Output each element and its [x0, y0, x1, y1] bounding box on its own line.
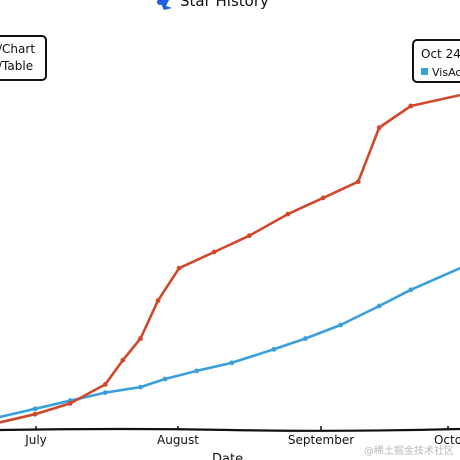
legend-left-entry-1: /Chart — [0, 42, 35, 56]
hover-tooltip: Oct 24, VisAc — [412, 39, 460, 83]
series-point-1[interactable] — [408, 103, 414, 109]
series-point-0[interactable] — [338, 322, 343, 328]
series-point-1[interactable] — [355, 179, 361, 185]
series-point-1[interactable] — [176, 265, 182, 271]
series-layer — [0, 93, 460, 424]
series-line-0 — [0, 266, 460, 419]
series-point-1[interactable] — [32, 411, 38, 417]
x-axis-label: Date — [212, 452, 243, 460]
series-point-1[interactable] — [246, 233, 252, 239]
legend-left-entry-2: /Table — [0, 59, 33, 73]
chart-title: Star History — [157, 0, 269, 10]
series-point-1[interactable] — [67, 401, 73, 406]
series-point-0[interactable] — [32, 406, 38, 412]
series-point-0[interactable] — [138, 384, 143, 390]
x-axis-ticks: July August September Octo — [24, 426, 460, 447]
series-point-1[interactable] — [376, 125, 382, 130]
series-point-1[interactable] — [320, 195, 326, 201]
series-point-0[interactable] — [194, 368, 200, 374]
x-tick-label: July — [24, 433, 47, 447]
series-point-1[interactable] — [211, 249, 217, 255]
series-point-1[interactable] — [155, 298, 161, 303]
tooltip-title: Oct 24, — [421, 47, 460, 61]
series-point-0[interactable] — [162, 376, 168, 382]
legend-left: /Chart /Table — [0, 35, 47, 81]
legend-left-box — [0, 35, 47, 81]
watermark: @稀土掘金技术社区 — [364, 446, 454, 457]
series-point-0[interactable] — [229, 360, 235, 366]
x-axis-line — [0, 427, 460, 432]
series-point-0[interactable] — [271, 346, 277, 352]
series-point-0[interactable] — [303, 336, 308, 341]
series-point-1[interactable] — [285, 211, 291, 217]
x-tick-label: September — [288, 433, 354, 447]
x-tick-label: August — [157, 433, 199, 447]
series-point-0[interactable] — [102, 390, 108, 395]
series-line-1 — [0, 93, 460, 424]
github-logo-icon — [157, 0, 172, 10]
series-point-1[interactable] — [120, 357, 126, 363]
x-tick-label: Octo — [434, 433, 460, 447]
tooltip-series-label: VisAc — [432, 66, 460, 79]
series-point-0[interactable] — [376, 303, 382, 309]
series-point-1[interactable] — [138, 336, 143, 341]
series-point-0[interactable] — [408, 287, 414, 293]
chart-title-text: Star History — [180, 0, 269, 10]
series-point-1[interactable] — [102, 382, 108, 387]
tooltip-series-swatch — [421, 68, 428, 75]
